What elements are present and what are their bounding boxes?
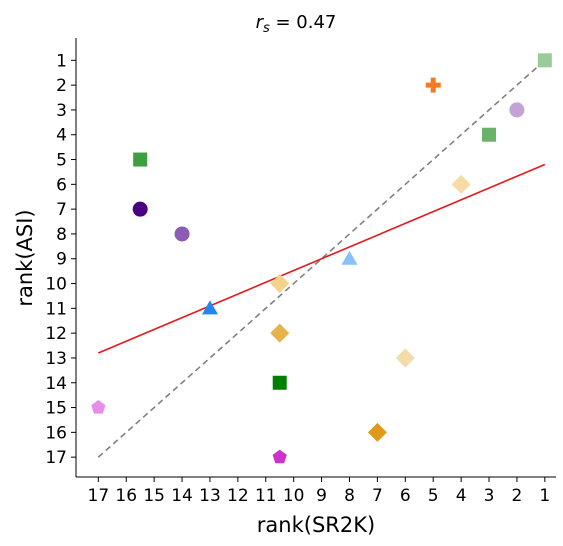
x-tick-label: 6 <box>400 486 411 506</box>
plus-marker <box>425 77 441 93</box>
pentagon-marker <box>91 400 106 414</box>
y-tick-label: 12 <box>45 324 67 344</box>
y-tick-label: 9 <box>56 250 67 270</box>
x-tick-label: 1 <box>539 486 550 506</box>
x-tick-label: 12 <box>227 486 249 506</box>
x-tick-label: 15 <box>143 486 165 506</box>
y-tick-label: 14 <box>45 374 67 394</box>
y-tick-label: 7 <box>56 200 67 220</box>
plot-area <box>91 53 552 464</box>
circle-marker <box>509 102 525 118</box>
x-tick-label: 9 <box>316 486 327 506</box>
pentagon-marker <box>272 449 287 464</box>
x-tick-label: 2 <box>512 486 523 506</box>
diamond-marker <box>270 274 290 294</box>
x-tick-label: 14 <box>171 486 193 506</box>
x-tick-label: 16 <box>115 486 137 506</box>
x-axis-ticks: 17 16 15 14 13 12 11 10 9 8 7 6 5 4 3 2 1 <box>88 477 550 506</box>
y-tick-label: 6 <box>56 175 67 195</box>
x-tick-label: 17 <box>88 486 110 506</box>
y-tick-label: 8 <box>56 225 67 245</box>
x-axis-label: rank(SR2K) <box>257 513 375 537</box>
y-tick-label: 3 <box>56 101 67 121</box>
x-tick-label: 13 <box>199 486 221 506</box>
triangle-marker <box>201 300 218 315</box>
diamond-marker <box>451 174 471 194</box>
y-tick-label: 17 <box>45 448 67 468</box>
square-marker <box>482 127 497 142</box>
x-tick-label: 5 <box>428 486 439 506</box>
circle-marker <box>174 226 190 242</box>
x-tick-label: 10 <box>283 486 305 506</box>
y-tick-label: 11 <box>45 299 67 319</box>
square-marker <box>133 152 148 167</box>
y-axis-label: rank(ASI) <box>13 209 37 306</box>
y-tick-label: 1 <box>56 51 67 71</box>
x-tick-label: 11 <box>255 486 277 506</box>
diamond-marker <box>367 422 387 442</box>
y-tick-label: 10 <box>45 275 67 295</box>
y-tick-label: 13 <box>45 349 67 369</box>
y-tick-label: 16 <box>45 423 67 443</box>
x-tick-label: 4 <box>456 486 467 506</box>
square-marker <box>272 375 287 390</box>
y-tick-label: 2 <box>56 76 67 96</box>
y-tick-label: 4 <box>56 126 67 146</box>
diamond-marker <box>395 348 415 368</box>
chart-title: rs = 0.47 <box>256 12 337 36</box>
y-tick-label: 5 <box>56 151 67 171</box>
square-marker <box>537 53 552 68</box>
y-tick-label: 15 <box>45 399 67 419</box>
x-tick-label: 3 <box>484 486 495 506</box>
x-tick-label: 8 <box>344 486 355 506</box>
triangle-marker <box>341 250 358 265</box>
x-tick-label: 7 <box>372 486 383 506</box>
circle-marker <box>132 201 148 217</box>
regression-line <box>98 163 546 354</box>
diamond-marker <box>270 323 290 343</box>
